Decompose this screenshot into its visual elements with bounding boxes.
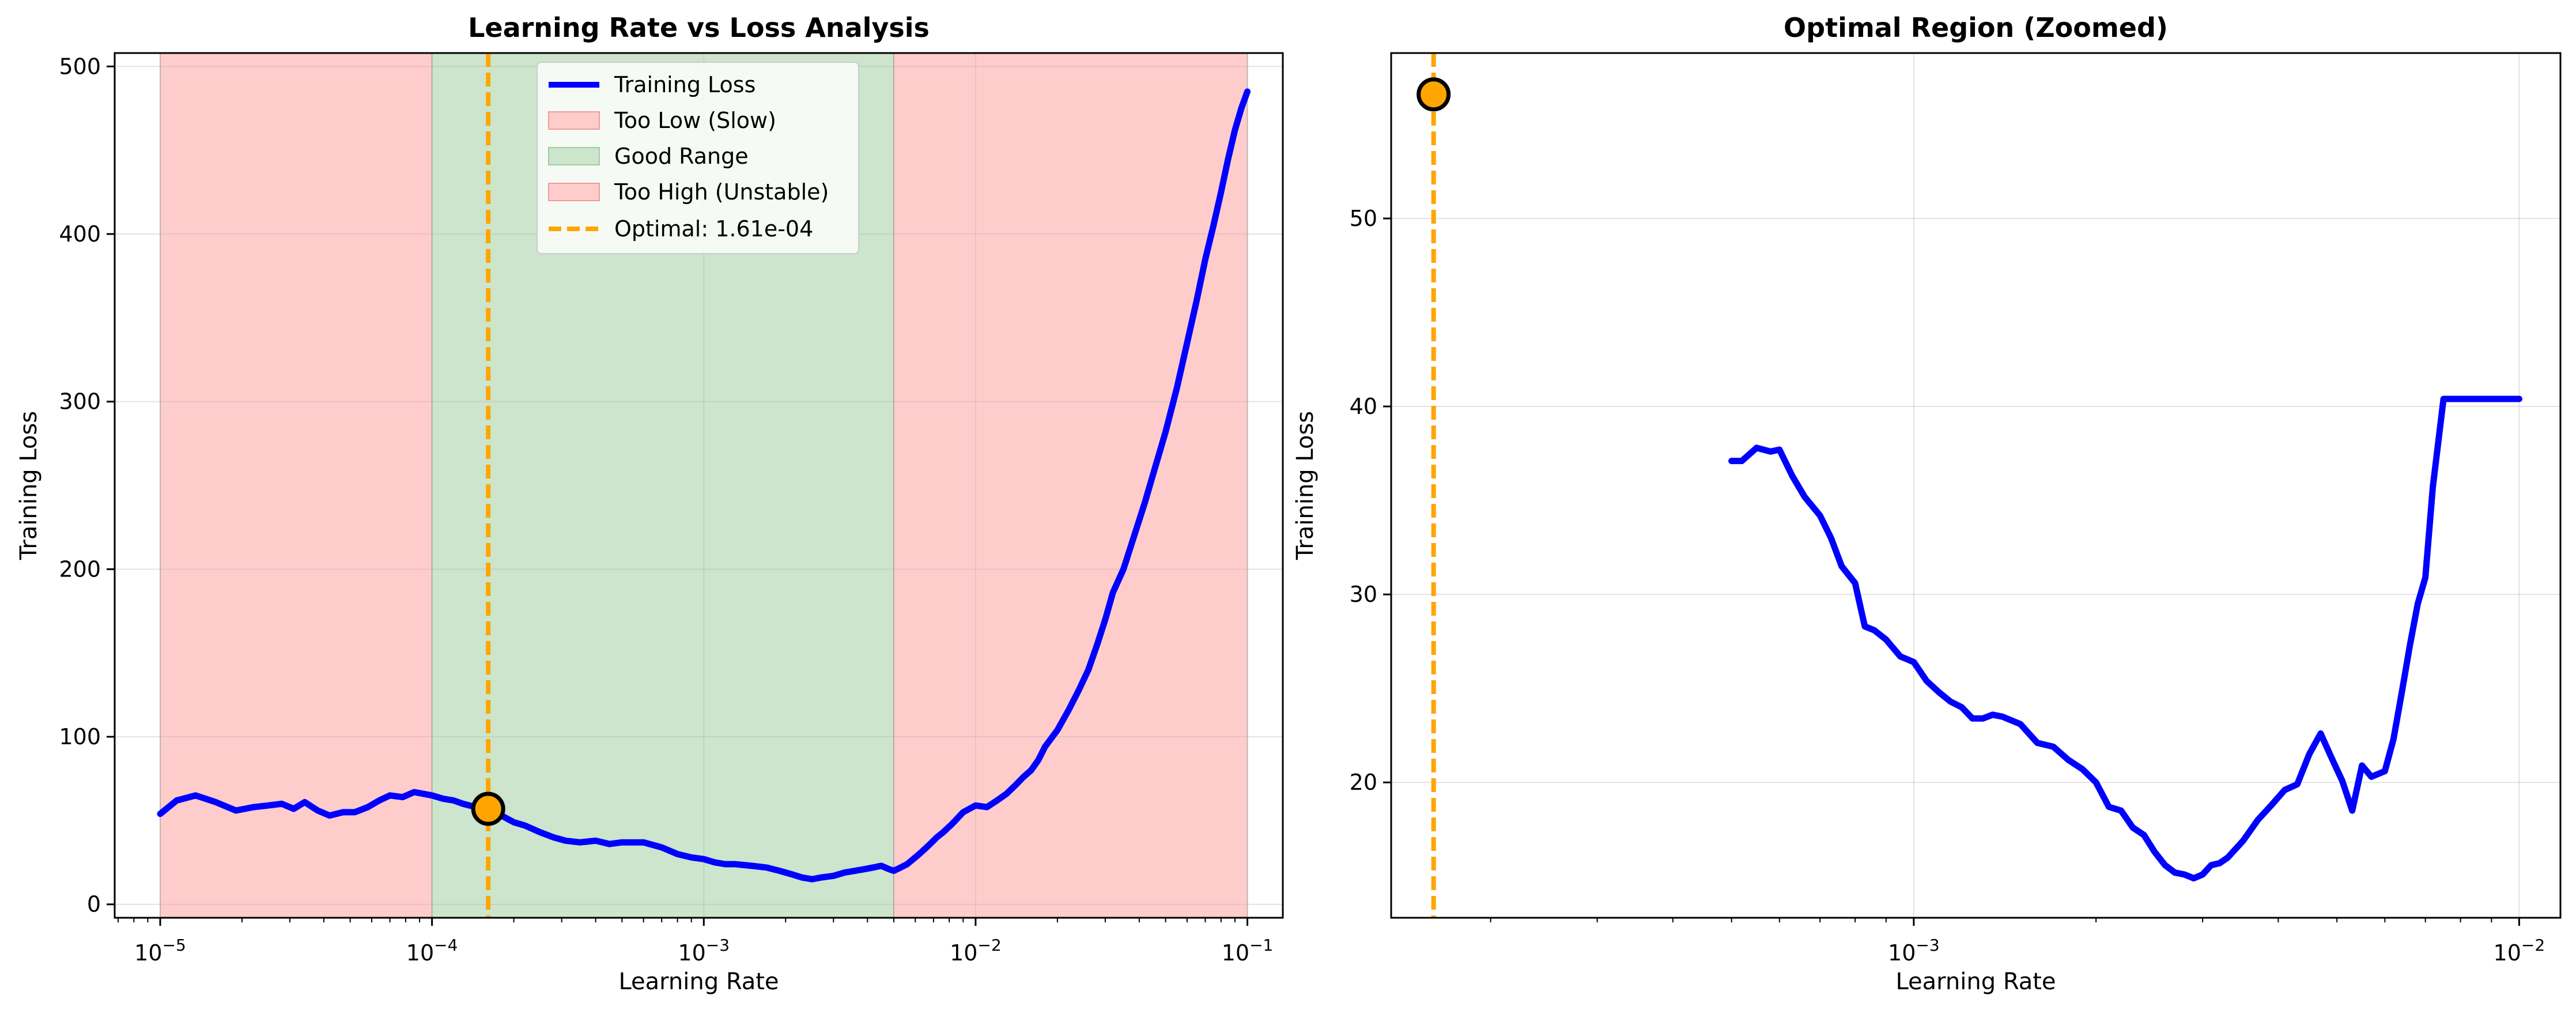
x-tick-label: 10−3: [1888, 936, 1940, 966]
y-tick-label: 500: [59, 54, 101, 79]
legend-item-too-low: Too Low (Slow): [548, 108, 776, 133]
chart-panel-optimal-zoomed: 10−3 10−2 20 30 40 50 Optimal Region (Zoomed…: [1292, 12, 2562, 995]
x-axis-label: Learning Rate: [618, 968, 779, 995]
y-tick-label: 200: [59, 556, 101, 582]
chart-title: Learning Rate vs Loss Analysis: [468, 12, 930, 43]
x-tick-label: 10−4: [406, 936, 458, 966]
legend-item-optimal: Optimal: 1.61e-04: [549, 216, 813, 242]
plot-frame: [114, 52, 1284, 919]
x-axis-label: Learning Rate: [1895, 968, 2056, 995]
legend-label: Too High (Unstable): [614, 179, 829, 205]
chart-panel-loss-analysis: 10−5 10−4 10−3 10−2 10−1 0 100 200 300 400 500 Le…: [16, 12, 1284, 995]
optimal-point: [471, 792, 505, 826]
y-tick-label: 300: [59, 389, 101, 414]
chart-legend: Training Loss Too Low (Slow) Good Range …: [537, 62, 859, 254]
x-tick-label: 10−5: [134, 936, 186, 966]
y-tick-label: 50: [1350, 206, 1377, 231]
x-tick-label: 10−1: [1222, 936, 1274, 966]
series-line-training-loss: [1728, 395, 2522, 881]
shaded-region: [893, 52, 1248, 918]
y-axis-label: Training Loss: [16, 411, 42, 560]
chart-title: Optimal Region (Zoomed): [1784, 12, 2168, 43]
y-tick-label: 100: [59, 724, 101, 749]
optimal-point: [1417, 77, 1451, 112]
shaded-region: [159, 52, 433, 918]
y-tick-label: 30: [1350, 582, 1377, 607]
y-tick-label: 20: [1350, 770, 1377, 795]
x-tick-label: 10−3: [678, 936, 730, 966]
y-axis-label: Training Loss: [1292, 411, 1319, 560]
legend-label: Good Range: [614, 144, 749, 169]
legend-label: Optimal: 1.61e-04: [614, 216, 813, 242]
legend-item-too-high: Too High (Unstable): [548, 179, 829, 205]
legend-label: Too Low (Slow): [614, 108, 776, 133]
y-tick-label: 400: [59, 221, 101, 247]
y-tick-label: 0: [87, 892, 101, 917]
x-tick-label: 10−2: [950, 936, 1002, 966]
series-line-training-loss: [157, 88, 1251, 883]
legend-label: Training Loss: [614, 72, 756, 97]
plot-frame: [1390, 52, 2562, 919]
x-tick-label: 10−2: [2494, 936, 2545, 966]
y-tick-label: 40: [1350, 394, 1377, 419]
legend-item-training-loss: Training Loss: [549, 72, 756, 97]
legend-item-good-range: Good Range: [548, 144, 749, 169]
